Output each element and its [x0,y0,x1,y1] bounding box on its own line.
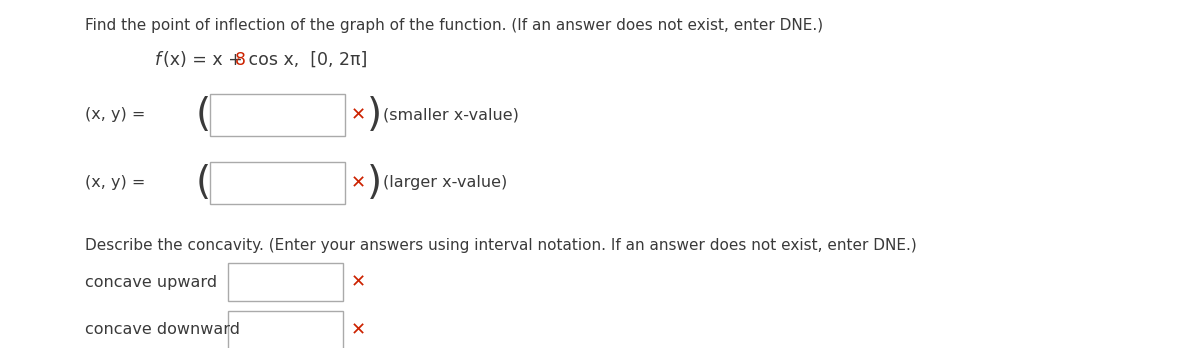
Text: concave upward: concave upward [85,275,217,290]
Text: (: ( [196,164,211,202]
Text: 8: 8 [235,51,246,69]
Text: ✕: ✕ [352,106,366,124]
Text: Describe the concavity. (Enter your answers using interval notation. If an answe: Describe the concavity. (Enter your answ… [85,238,917,253]
Text: ✕: ✕ [352,174,366,192]
Text: f: f [155,51,161,69]
Text: ✕: ✕ [352,273,366,291]
FancyBboxPatch shape [210,94,346,136]
Text: Find the point of inflection of the graph of the function. (If an answer does no: Find the point of inflection of the grap… [85,18,823,33]
Text: ✕: ✕ [352,321,366,339]
Text: ): ) [367,96,382,134]
Text: cos x,  [0, 2π]: cos x, [0, 2π] [244,51,367,69]
FancyBboxPatch shape [228,311,343,348]
Text: (x) = x +: (x) = x + [163,51,248,69]
Text: (x, y) =: (x, y) = [85,175,145,190]
Text: (: ( [196,96,211,134]
FancyBboxPatch shape [210,162,346,204]
Text: (smaller x-value): (smaller x-value) [383,108,518,122]
FancyBboxPatch shape [228,263,343,301]
Text: (x, y) =: (x, y) = [85,108,145,122]
Text: concave downward: concave downward [85,323,240,338]
Text: (larger x-value): (larger x-value) [383,175,508,190]
Text: ): ) [367,164,382,202]
